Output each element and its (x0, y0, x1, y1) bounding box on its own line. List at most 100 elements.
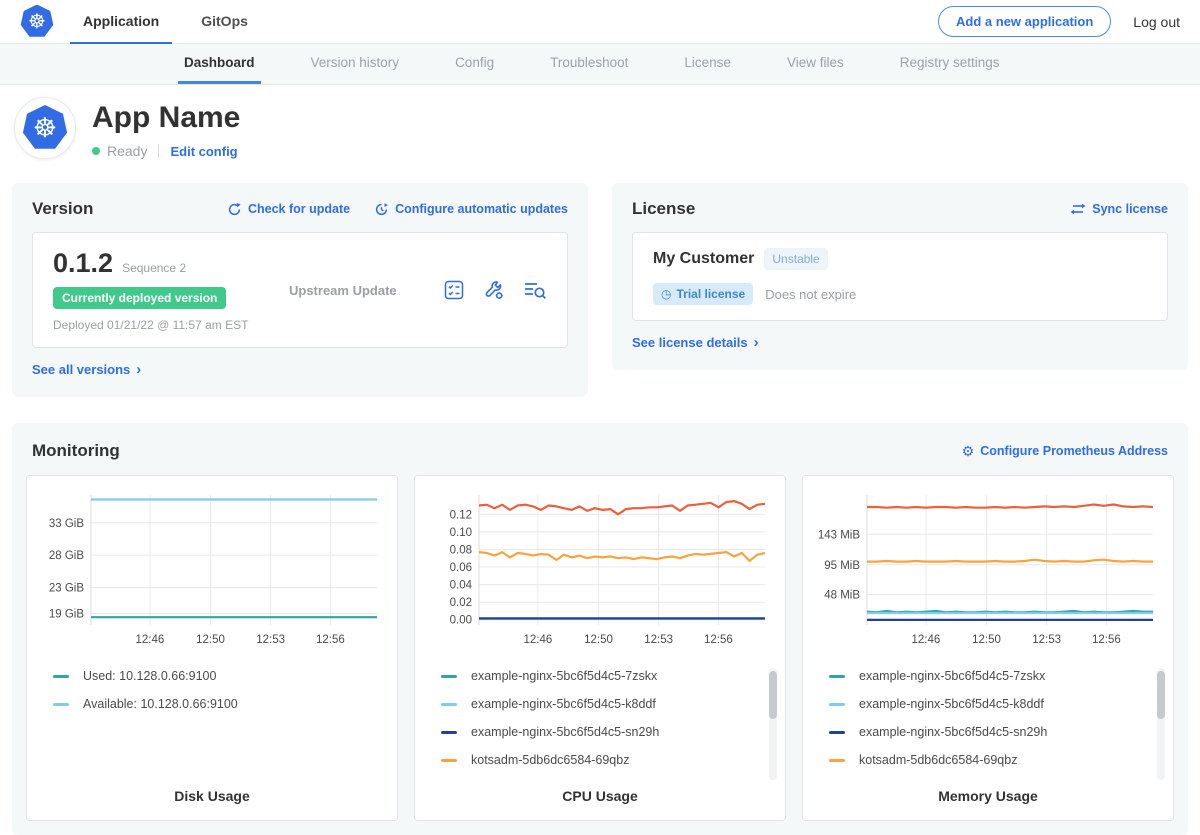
configure-automatic-updates-link[interactable]: Configure automatic updates (374, 202, 568, 217)
legend-scrollbar (1157, 668, 1165, 780)
refresh-icon (227, 202, 242, 217)
add-new-application-button[interactable]: Add a new application (938, 6, 1111, 37)
version-panel-title: Version (32, 199, 93, 219)
see-all-versions-link[interactable]: See all versions › (32, 362, 141, 377)
svg-text:0.12: 0.12 (450, 509, 472, 521)
svg-text:0.02: 0.02 (450, 597, 472, 609)
license-panel-actions: Sync license (1070, 202, 1168, 216)
legend-item: example-nginx-5bc6f5d4c5-sn29h (441, 725, 773, 739)
tab-label: Config (455, 55, 494, 70)
svg-text:12:56: 12:56 (1092, 634, 1121, 646)
license-customer-row: My Customer Unstable (653, 248, 1147, 270)
memory-usage-card: 143 MiB95 MiB48 MiB12:4612:5012:5312:56 … (802, 475, 1174, 821)
series-swatch-icon (829, 703, 845, 706)
svg-text:12:53: 12:53 (644, 634, 673, 646)
series-swatch-icon (441, 731, 457, 734)
svg-text:12:56: 12:56 (316, 634, 345, 646)
memory-usage-chart: 143 MiB95 MiB48 MiB12:4612:5012:5312:56 (815, 488, 1161, 657)
tab-license[interactable]: License (678, 44, 737, 84)
series-label: kotsadm-5db6dc6584-69qbz (471, 753, 629, 767)
charts-row: 33 GiB28 GiB23 GiB19 GiB12:4612:5012:531… (26, 475, 1174, 821)
svg-text:19 GiB: 19 GiB (49, 608, 84, 620)
config-wrench-icon[interactable] (483, 279, 505, 301)
series-label: Used: 10.128.0.66:9100 (83, 669, 216, 683)
cpu-usage-card: 0.120.100.080.060.040.020.0012:4612:5012… (414, 475, 786, 821)
logout-button[interactable]: Log out (1133, 14, 1180, 30)
cpu-usage-legend: example-nginx-5bc6f5d4c5-7zskx example-ng… (427, 669, 773, 781)
series-label: Available: 10.128.0.66:9100 (83, 697, 238, 711)
license-panel-title: License (632, 199, 695, 219)
svg-text:12:56: 12:56 (704, 634, 733, 646)
svg-text:12:53: 12:53 (256, 634, 285, 646)
legend-item: Available: 10.128.0.66:9100 (53, 697, 385, 711)
series-label: example-nginx-5bc6f5d4c5-k8ddf (859, 697, 1044, 711)
kubernetes-logo-icon[interactable]: ☸ (20, 5, 54, 39)
license-card: My Customer Unstable ◷ Trial license Doe… (632, 232, 1168, 321)
version-panel: Version Check for update Configure autom… (12, 183, 588, 397)
top-nav: ☸ Application GitOps Add a new applicati… (0, 0, 1200, 44)
legend-item: example-nginx-5bc6f5d4c5-sn29h (829, 725, 1161, 739)
tab-registry-settings[interactable]: Registry settings (894, 44, 1006, 84)
status-dot-icon (92, 147, 100, 155)
app-header: ☸ App Name Ready Edit config (0, 85, 1200, 175)
clock-refresh-icon (374, 202, 389, 217)
svg-text:0.06: 0.06 (450, 562, 472, 574)
tab-config[interactable]: Config (449, 44, 500, 84)
series-swatch-icon (53, 703, 69, 706)
chart-title: CPU Usage (427, 788, 773, 812)
app-sub-nav: Dashboard Version history Config Trouble… (0, 44, 1200, 85)
preflight-checks-icon[interactable] (443, 279, 465, 301)
customer-name: My Customer (653, 250, 754, 268)
series-swatch-icon (829, 759, 845, 762)
tab-label: Registry settings (900, 55, 1000, 70)
tab-view-files[interactable]: View files (781, 44, 850, 84)
monitoring-title: Monitoring (32, 441, 120, 461)
tab-version-history[interactable]: Version history (305, 44, 406, 84)
app-status-row: Ready Edit config (92, 143, 240, 159)
series-label: example-nginx-5bc6f5d4c5-k8ddf (471, 697, 656, 711)
stopwatch-icon: ◷ (661, 287, 671, 301)
svg-text:48 MiB: 48 MiB (824, 590, 860, 602)
gear-icon: ⚙ (962, 444, 975, 458)
deployed-badge: Currently deployed version (53, 287, 226, 309)
svg-text:33 GiB: 33 GiB (49, 518, 84, 530)
series-swatch-icon (53, 675, 69, 678)
configure-prometheus-link[interactable]: ⚙ Configure Prometheus Address (962, 444, 1168, 458)
check-for-update-label: Check for update (248, 202, 350, 216)
scrollbar-thumb[interactable] (1157, 671, 1165, 719)
tab-dashboard[interactable]: Dashboard (178, 44, 261, 84)
svg-text:12:46: 12:46 (524, 634, 553, 646)
legend-item: example-nginx-5bc6f5d4c5-7zskx (441, 669, 773, 683)
deploy-logs-icon[interactable] (523, 279, 547, 301)
license-panel: License Sync license My Customer Unstabl… (612, 183, 1188, 370)
tab-label: Troubleshoot (550, 55, 628, 70)
current-version-card: 0.1.2 Sequence 2 Currently deployed vers… (32, 232, 568, 348)
monitoring-actions: ⚙ Configure Prometheus Address (962, 444, 1168, 458)
cards-row: Version Check for update Configure autom… (0, 183, 1200, 397)
svg-text:12:50: 12:50 (196, 634, 225, 646)
edit-config-link[interactable]: Edit config (170, 144, 237, 159)
svg-text:0.04: 0.04 (450, 580, 473, 592)
tab-troubleshoot[interactable]: Troubleshoot (544, 44, 634, 84)
scrollbar-thumb[interactable] (769, 671, 777, 719)
tab-label: License (684, 55, 731, 70)
status-badge: Ready (107, 143, 147, 159)
deployed-timestamp: Deployed 01/21/22 @ 11:57 am EST (53, 318, 285, 332)
sync-license-link[interactable]: Sync license (1070, 202, 1168, 216)
version-info: 0.1.2 Sequence 2 Currently deployed vers… (53, 248, 285, 332)
check-for-update-link[interactable]: Check for update (227, 202, 350, 217)
divider (158, 144, 159, 158)
see-license-details-link[interactable]: See license details › (632, 335, 759, 350)
svg-text:0.10: 0.10 (450, 527, 472, 539)
legend-item: example-nginx-5bc6f5d4c5-k8ddf (829, 697, 1161, 711)
svg-text:95 MiB: 95 MiB (824, 560, 860, 572)
chevron-right-icon: › (136, 362, 141, 377)
series-swatch-icon (829, 675, 845, 678)
kubernetes-app-icon: ☸ (22, 105, 68, 151)
nav-tab-label: GitOps (201, 13, 248, 29)
sync-arrows-icon (1070, 202, 1086, 216)
nav-tab-gitops[interactable]: GitOps (188, 0, 261, 44)
version-panel-actions: Check for update Configure automatic upd… (227, 202, 568, 217)
tab-label: View files (787, 55, 844, 70)
nav-tab-application[interactable]: Application (70, 0, 172, 44)
